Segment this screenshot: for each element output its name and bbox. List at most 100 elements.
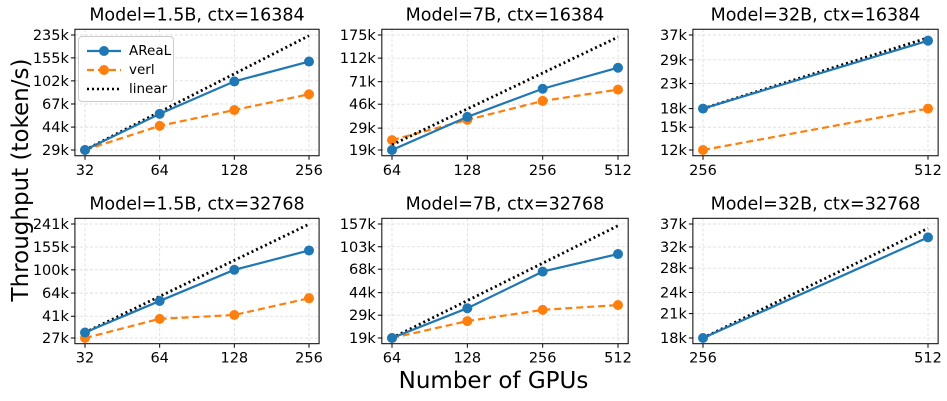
series-line-areal <box>702 236 929 340</box>
data-point-areal <box>462 303 473 314</box>
y-tick-label: 67k <box>42 97 69 113</box>
x-tick-label: 256 <box>295 351 323 367</box>
data-point-areal <box>698 333 708 343</box>
x-axis-title: Number of GPUs <box>398 368 589 394</box>
chart-title: Model=32B, ctx=16384 <box>711 5 921 25</box>
data-point-verl <box>698 145 708 155</box>
y-tick-label: 12k <box>660 143 687 159</box>
chart-title: Model=32B, ctx=32768 <box>711 194 921 214</box>
legend-label-verl: verl <box>129 62 155 78</box>
legend-item-linear: linear <box>85 80 171 98</box>
series-line-verl <box>391 303 619 340</box>
y-tick-label: 103k <box>340 240 377 256</box>
y-tick-label: 29k <box>660 53 687 69</box>
data-point-areal <box>613 249 623 260</box>
x-tick-label: 256 <box>529 351 557 367</box>
y-tick-label: 19k <box>349 331 376 347</box>
series-line-verl <box>702 107 929 152</box>
axes-frame <box>692 217 939 345</box>
series-line-areal <box>391 252 619 340</box>
y-tick-label: 18k <box>660 102 687 118</box>
data-point-areal <box>698 103 708 114</box>
data-point-areal <box>537 83 548 94</box>
y-tick-label: 37k <box>660 28 687 44</box>
y-axis-title: Throughput (token/s) <box>8 58 34 302</box>
y-tick-label: 102k <box>33 74 70 90</box>
series-line-linear <box>391 224 619 340</box>
y-tick-label: 29k <box>349 121 376 137</box>
legend-item-areal: AReaL <box>85 42 171 60</box>
data-point-areal <box>387 333 397 343</box>
data-point-verl <box>154 120 165 131</box>
series-line-areal <box>391 66 619 152</box>
x-tick-label: 64 <box>150 163 168 179</box>
chart-panel-3: Model=32B, ctx=16384 12k 15k 18k 23k 29k 37k 25… <box>660 5 942 179</box>
chart-panel-1: Model=1.5B, ctx=16384 29k 44k 67k 102k 155k 23… <box>33 5 323 179</box>
legend-label-areal: AReaL <box>129 43 172 59</box>
y-tick-label: 29k <box>42 143 69 159</box>
x-tick-label: 512 <box>914 163 942 179</box>
x-tick-label: 256 <box>689 351 717 367</box>
x-tick-label: 256 <box>295 163 323 179</box>
y-tick-label: 21k <box>660 307 687 323</box>
series-line-areal <box>84 60 310 151</box>
series-line-linear <box>84 222 310 334</box>
data-point-verl <box>923 103 933 114</box>
y-tick-label: 29k <box>349 308 376 324</box>
data-point-areal <box>80 145 90 155</box>
chart-title: Model=7B, ctx=32768 <box>406 194 605 214</box>
axes-frame <box>381 217 629 345</box>
data-point-verl <box>537 304 548 315</box>
y-tick-label: 28k <box>660 261 687 277</box>
data-point-verl <box>387 135 397 146</box>
data-point-verl <box>229 105 240 116</box>
chart-title: Model=1.5B, ctx=16384 <box>89 5 304 25</box>
data-point-areal <box>923 232 933 243</box>
y-tick-label: 44k <box>349 286 376 302</box>
y-tick-label: 155k <box>33 240 70 256</box>
chart-panel-6: Model=32B, ctx=32768 18k 21k 24k 28k 32k 37k 25… <box>660 194 942 366</box>
y-tick-label: 24k <box>660 285 687 301</box>
data-point-verl <box>462 316 473 327</box>
data-point-areal <box>154 295 165 306</box>
data-point-verl <box>229 309 240 320</box>
data-point-areal <box>923 35 933 46</box>
data-point-areal <box>304 245 314 256</box>
y-tick-label: 23k <box>660 77 687 93</box>
y-tick-label: 71k <box>349 75 376 91</box>
data-point-areal <box>80 327 90 338</box>
data-point-areal <box>229 264 240 275</box>
series-line-verl <box>84 93 310 152</box>
x-tick-label: 128 <box>220 163 248 179</box>
data-point-areal <box>154 108 165 119</box>
y-tick-label: 44k <box>42 120 69 136</box>
y-tick-label: 46k <box>349 97 376 113</box>
y-tick-label: 241k <box>33 217 70 233</box>
chart-title: Model=1.5B, ctx=32768 <box>89 194 304 214</box>
series-line-verl <box>391 88 619 142</box>
data-point-verl <box>613 300 623 311</box>
x-tick-label: 64 <box>150 351 168 367</box>
y-tick-label: 27k <box>42 331 69 347</box>
x-tick-label: 256 <box>529 163 557 179</box>
data-point-verl <box>537 95 548 106</box>
y-tick-label: 155k <box>33 51 70 67</box>
x-tick-label: 64 <box>383 351 401 367</box>
chart-panel-4: Model=1.5B, ctx=32768 27k 41k 64k 100k 155k 24… <box>33 194 323 366</box>
legend: AReaL verl linear <box>78 36 174 102</box>
y-tick-label: 112k <box>340 51 377 67</box>
chart-panel-5: Model=7B, ctx=32768 19k 29k 44k 68k 103k 157k 6… <box>340 194 632 366</box>
x-tick-label: 512 <box>604 351 632 367</box>
x-tick-label: 32 <box>76 163 94 179</box>
axes-frame <box>692 28 939 157</box>
y-tick-label: 18k <box>660 331 687 347</box>
data-point-areal <box>462 111 473 122</box>
x-tick-label: 512 <box>604 163 632 179</box>
y-tick-label: 15k <box>660 120 687 136</box>
data-point-areal <box>229 76 240 87</box>
data-point-areal <box>613 62 623 73</box>
series-line-verl <box>84 297 310 340</box>
chart-title: Model=7B, ctx=16384 <box>406 5 605 25</box>
legend-swatch-areal <box>87 46 121 56</box>
y-tick-label: 19k <box>349 143 376 159</box>
